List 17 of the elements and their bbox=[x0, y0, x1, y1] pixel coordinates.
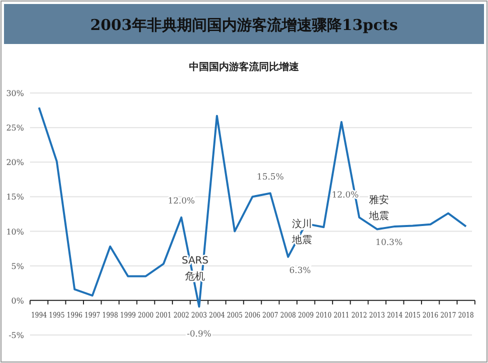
chart-subtitle: 中国国内游客流同比增速 bbox=[189, 61, 300, 73]
annotation: 10.3% bbox=[376, 238, 403, 248]
y-tick-label: 25% bbox=[6, 124, 24, 133]
annotation: 15.5% bbox=[256, 172, 284, 182]
y-tick-label: 10% bbox=[6, 227, 24, 236]
y-tick-label: 15% bbox=[6, 192, 24, 202]
chart-title: 2003年非典期间国内游客流增速骤降13pcts bbox=[90, 16, 398, 34]
annotation: 12.0% bbox=[168, 196, 195, 206]
annotation: -0.9% bbox=[186, 330, 212, 340]
line-series bbox=[38, 106, 467, 308]
y-tick-label: -5% bbox=[8, 331, 24, 340]
y-tick-label: 20% bbox=[6, 158, 24, 168]
y-tick-label: 0% bbox=[11, 296, 24, 306]
annotation: 6.3% bbox=[289, 266, 311, 276]
annotation: 雅安地震 bbox=[368, 194, 390, 222]
y-tick-label: 5% bbox=[11, 262, 24, 271]
y-tick-label: 30% bbox=[6, 89, 24, 98]
